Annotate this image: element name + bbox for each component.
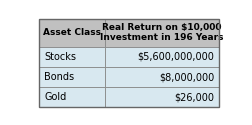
Bar — [39, 87, 105, 107]
Bar — [105, 87, 219, 107]
Text: $8,000,000: $8,000,000 — [159, 72, 214, 82]
Bar — [39, 47, 105, 67]
Bar — [105, 19, 219, 47]
Text: Stocks: Stocks — [44, 52, 76, 62]
Bar — [39, 19, 105, 47]
Text: $5,600,000,000: $5,600,000,000 — [137, 52, 214, 62]
Text: Asset Class: Asset Class — [43, 28, 101, 37]
Bar — [105, 67, 219, 87]
Text: Real Return on $10,000
Investment in 196 Years: Real Return on $10,000 Investment in 196… — [100, 23, 224, 42]
Text: Gold: Gold — [44, 92, 67, 102]
Bar — [105, 47, 219, 67]
Text: Bonds: Bonds — [44, 72, 74, 82]
Bar — [39, 67, 105, 87]
Text: $26,000: $26,000 — [174, 92, 214, 102]
